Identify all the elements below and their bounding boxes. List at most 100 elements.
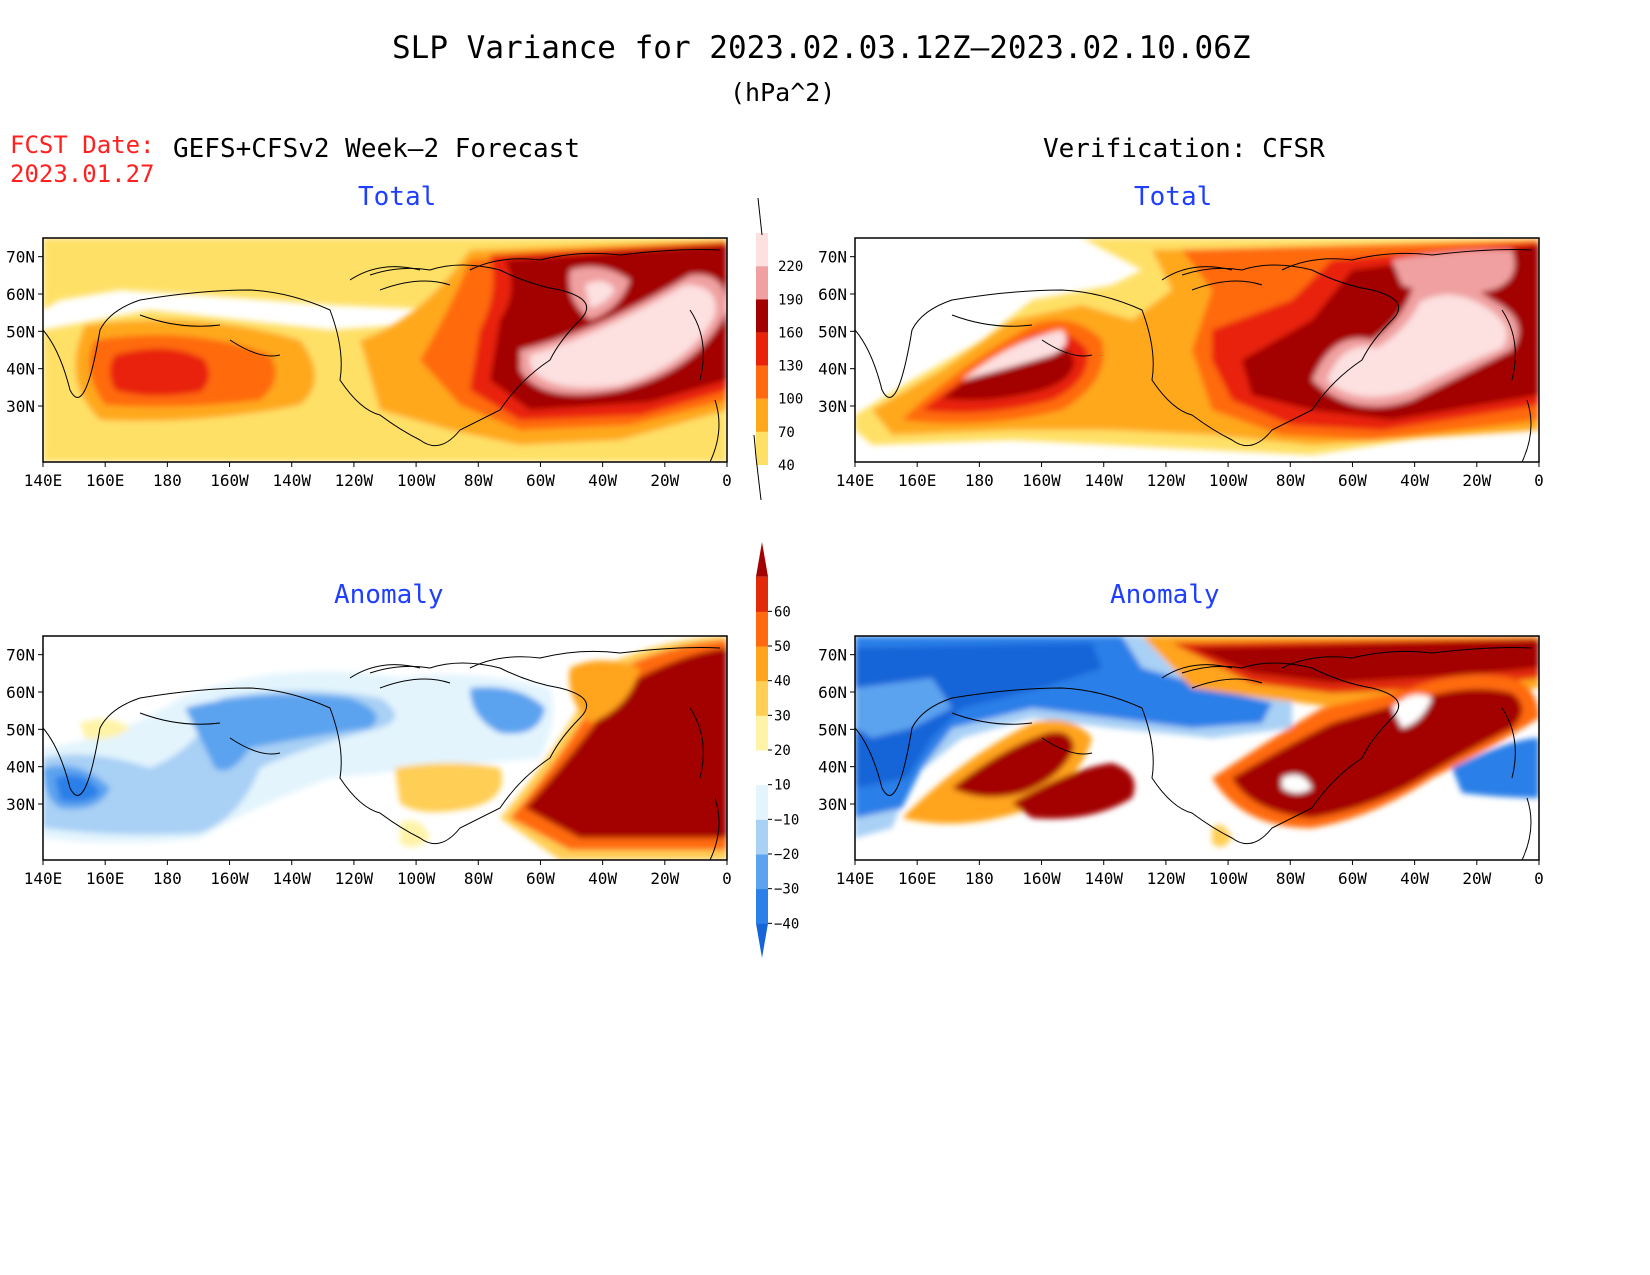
fcst-date-value: 2023.01.27 [10,160,155,188]
lat-tick-label: 30N [6,795,35,814]
lon-tick-label: 160W [210,471,249,490]
lon-tick-label: 160E [898,471,937,490]
lat-tick-label: 50N [818,322,847,341]
verification-header: Verification: CFSR [1043,134,1325,164]
colorbar-swatch [756,750,768,786]
colorbar-total-lower-extension [753,434,762,501]
colorbar-anomaly: −40 −30 −20 −10 10 20 30 40 50 60 [756,542,799,958]
colorbar-anomaly-swatches [756,542,768,958]
lat-tick-label: 30N [6,397,35,416]
colorbar-swatch [756,365,768,399]
lon-tick-label: 140W [1084,471,1123,490]
lon-tick-label: 80W [464,471,493,490]
colorbar-tick-label: 70 [778,425,795,441]
forecast-header: GEFS+CFSv2 Week–2 Forecast [173,134,580,164]
lon-tick-label: 160E [86,869,125,888]
colorbar-swatch [756,854,768,890]
colorbar-tick-label: 160 [778,325,803,341]
lat-tick-label: 40N [818,360,847,379]
lat-axis: 80N70N60N50N40N30N [818,646,855,814]
colorbar-swatch [756,646,768,682]
lon-tick-label: 0 [722,471,732,490]
map-forecast-anomaly: 80N70N60N50N40N30N 140E160E180160W140W12… [6,635,732,888]
lat-tick-label: 50N [6,322,35,341]
lon-tick-label: 20W [650,869,679,888]
lat-axis: 80N70N60N50N40N30N [6,248,43,416]
colorbar-swatch [756,299,768,333]
lat-tick-label: 60N [6,285,35,304]
colorbar-total: 40 70 100 130 160 190 220 [753,197,803,501]
lon-axis: 140E 160E 180 160W 140W 120W 100W 80W 60W 40W 20W 0 [836,860,1544,888]
colorbar-tick-label: 40 [774,674,791,690]
colorbar-tick-label: 100 [778,392,803,408]
colorbar-swatch [756,888,768,924]
map-verification-anomaly: 80N70N60N50N40N30N 140E160E180160W140W12… [818,635,1544,888]
panel-title-forecast-anomaly: Anomaly [334,580,444,610]
colorbar-tick-label: −20 [774,847,799,863]
lon-tick-label: 140E [836,471,875,490]
lat-tick-label: 70N [818,646,847,665]
lon-tick-label: 160E [86,471,125,490]
lon-tick-label: 60W [1338,471,1367,490]
lat-tick-label: 30N [818,795,847,814]
lon-tick-label: 140W [272,471,311,490]
colorbar-swatch [756,784,768,820]
lon-tick-label: 120W [335,869,374,888]
coastlines [43,249,721,462]
lon-tick-label: 100W [1209,869,1248,888]
lon-tick-label: 20W [1462,471,1491,490]
colorbar-total-labels: 40 70 100 130 160 190 220 [778,259,803,474]
lon-tick-label: 180 [153,869,182,888]
lat-tick-label: 70N [6,248,35,267]
lat-tick-label: 40N [6,360,35,379]
panel-title-forecast-total: Total [358,182,437,212]
lat-tick-label: 60N [818,683,847,702]
colorbar-tick-label: 20 [774,743,791,759]
colorbar-tick-label: 190 [778,292,803,308]
lat-tick-label: 60N [818,285,847,304]
colorbar-swatch [756,611,768,647]
colorbar-end-triangle [756,923,768,958]
lon-tick-label: 160W [210,869,249,888]
colorbar-total-swatches [756,233,768,465]
colorbar-swatch [756,398,768,432]
lon-tick-label: 140E [836,869,875,888]
lat-tick-label: 30N [818,397,847,416]
lon-tick-label: 100W [397,471,436,490]
lat-tick-label: 50N [6,720,35,739]
colorbar-swatch [756,266,768,300]
coastlines [855,249,1533,462]
lat-tick-label: 40N [6,758,35,777]
lon-tick-label: 80W [1276,869,1305,888]
lon-tick-label: 180 [153,471,182,490]
colorbar-swatch [756,819,768,855]
lon-tick-label: 160W [1022,471,1061,490]
colorbar-end-triangle [756,542,768,577]
lon-tick-label: 120W [1147,869,1186,888]
lon-tick-label: 20W [1462,869,1491,888]
colorbar-tick-label: 60 [774,604,791,620]
lon-axis: 140E 160E 180 160W 140W 120W 100W 80W 60W 40W 20W 0 [24,860,732,888]
lat-tick-label: 60N [6,683,35,702]
anomaly-shading [43,636,727,860]
lon-tick-label: 80W [464,869,493,888]
lon-tick-label: 60W [526,471,555,490]
figure-title: SLP Variance for 2023.02.03.12Z–2023.02.… [392,30,1251,66]
colorbar-tick-label: 220 [778,259,803,275]
colorbar-total-upper-extension [757,197,763,236]
colorbar-tick-label: 40 [778,458,795,474]
coastlines [855,647,1533,860]
fcst-date-label: FCST Date: [10,131,155,159]
lon-tick-label: 100W [1209,471,1248,490]
lon-tick-label: 40W [588,471,617,490]
colorbar-tick-label: −40 [774,916,799,932]
panel-title-verification-total: Total [1134,182,1213,212]
lon-tick-label: 60W [526,869,555,888]
total-shading [855,238,1539,455]
lon-tick-label: 140W [1084,869,1123,888]
lon-tick-label: 160E [898,869,937,888]
colorbar-swatch [756,715,768,751]
lon-tick-label: 60W [1338,869,1367,888]
colorbar-tick-label: 10 [774,778,791,794]
colorbar-swatch [756,576,768,612]
